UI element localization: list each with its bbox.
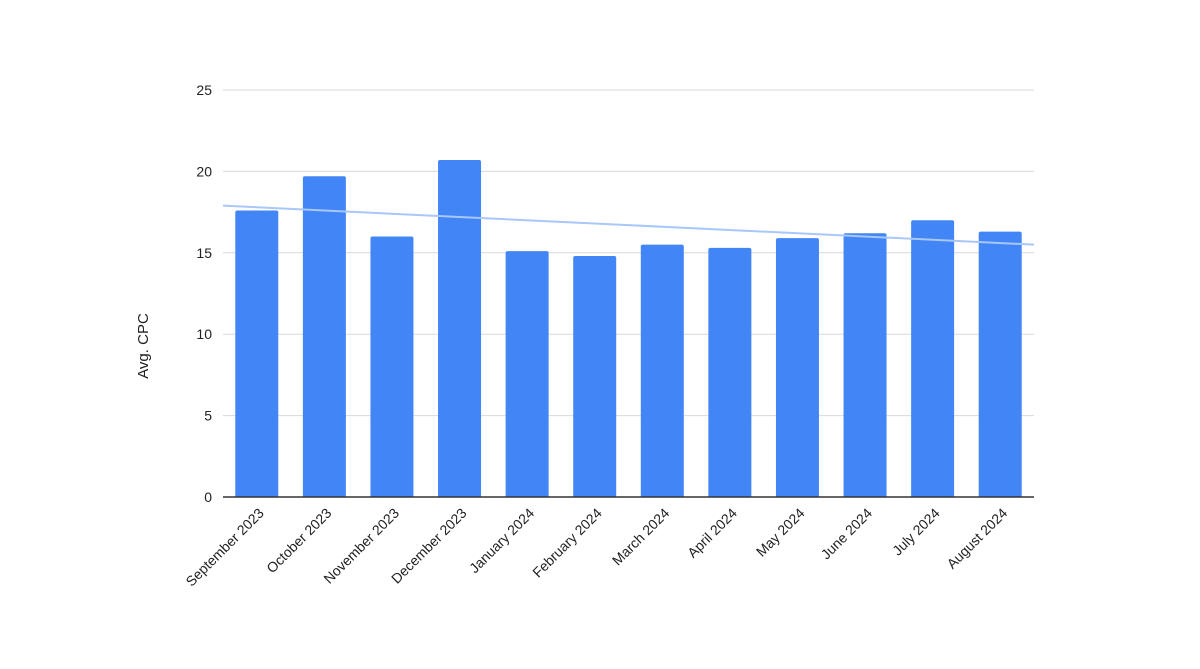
y-tick-label: 20 [196, 163, 212, 179]
x-tick-label: January 2024 [466, 505, 537, 576]
bar-march-2024[interactable] [640, 244, 684, 497]
trendline [222, 204, 1035, 246]
y-tick-label: 5 [204, 408, 212, 424]
x-tick-label: August 2024 [943, 505, 1010, 572]
bar-october-2023[interactable] [302, 176, 346, 497]
x-tick-label: September 2023 [182, 505, 267, 590]
x-tick-label: April 2024 [684, 505, 740, 561]
y-tick-label: 10 [196, 326, 212, 342]
bar-november-2023[interactable] [370, 236, 414, 497]
bar-august-2024[interactable] [978, 231, 1022, 498]
bar-june-2024[interactable] [843, 233, 887, 497]
bars [235, 160, 1022, 498]
y-axis-title: Avg. CPC [135, 313, 152, 379]
bar-july-2024[interactable] [911, 220, 955, 498]
bar-january-2024[interactable] [505, 251, 549, 497]
bar-september-2023[interactable] [235, 210, 279, 498]
bar-december-2023[interactable] [438, 160, 482, 497]
gridlines [223, 89, 1034, 417]
trendline-layer [222, 204, 1035, 246]
bar-may-2024[interactable] [775, 238, 819, 497]
bar-april-2024[interactable] [708, 247, 752, 497]
x-tick-label: July 2024 [889, 505, 943, 559]
x-tick-label: March 2024 [609, 505, 673, 569]
x-tick-label: June 2024 [818, 505, 876, 563]
y-tick-label: 15 [196, 245, 212, 261]
x-tick-label: October 2023 [263, 505, 334, 576]
bar-february-2024[interactable] [573, 256, 617, 497]
y-tick-label: 25 [196, 82, 212, 98]
x-tick-label: May 2024 [753, 505, 808, 560]
y-axis-ticks: 0 5 10 15 20 25 [196, 82, 212, 505]
x-tick-label: February 2024 [529, 505, 605, 581]
y-tick-label: 0 [204, 489, 212, 505]
